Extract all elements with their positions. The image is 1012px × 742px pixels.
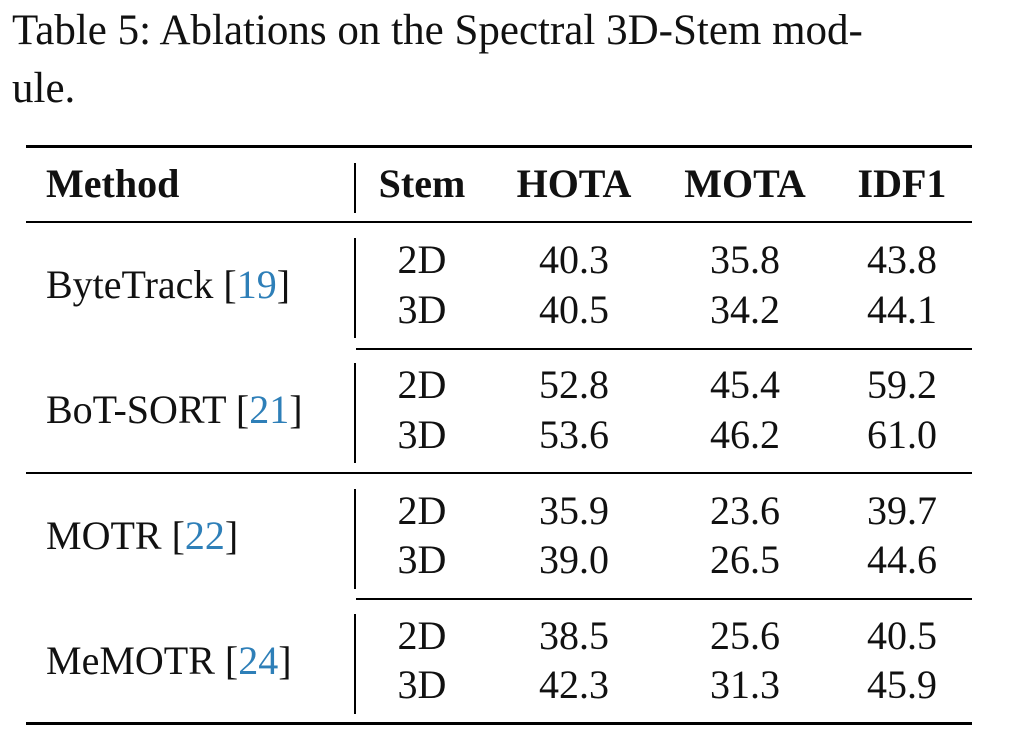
mota-cell: 46.2 bbox=[710, 412, 780, 457]
idf1-cell: 61.0 bbox=[867, 412, 937, 457]
idf1-cell: 40.5 bbox=[867, 613, 937, 658]
header-hota: HOTA bbox=[516, 161, 632, 206]
table-caption: Table 5: Ablations on the Spectral 3D-St… bbox=[12, 2, 1002, 118]
header-mota: MOTA bbox=[684, 161, 806, 206]
citation-link[interactable]: 21 bbox=[249, 387, 290, 432]
idf1-cell: 44.6 bbox=[867, 537, 937, 582]
caption-line-1: Table 5: Ablations on the Spectral 3D-St… bbox=[12, 7, 863, 54]
idf1-cell: 39.7 bbox=[867, 488, 937, 533]
stem-cell: 3D bbox=[397, 537, 447, 582]
hota-cell: 38.5 bbox=[539, 613, 609, 658]
method-name: BoT-SORT [21] bbox=[46, 387, 303, 432]
mota-cell: 26.5 bbox=[710, 537, 780, 582]
mota-cell: 34.2 bbox=[710, 287, 780, 332]
hota-cell: 42.3 bbox=[539, 662, 609, 707]
citation-link[interactable]: 22 bbox=[184, 513, 225, 558]
group-1-separator bbox=[354, 238, 356, 338]
citation-link[interactable]: 19 bbox=[236, 262, 277, 307]
stem-cell: 2D bbox=[397, 237, 447, 282]
stem-cell: 3D bbox=[397, 287, 447, 332]
method-name: MOTR [22] bbox=[46, 513, 239, 558]
hota-cell: 39.0 bbox=[539, 537, 609, 582]
stem-cell: 2D bbox=[397, 488, 447, 533]
mota-cell: 25.6 bbox=[710, 613, 780, 658]
bottom-rule bbox=[26, 722, 972, 725]
group-2-separator bbox=[354, 363, 356, 463]
stem-cell: 2D bbox=[397, 613, 447, 658]
mota-cell: 23.6 bbox=[710, 488, 780, 533]
idf1-cell: 59.2 bbox=[867, 362, 937, 407]
group-3-separator bbox=[354, 489, 356, 589]
stem-cell: 2D bbox=[397, 362, 447, 407]
top-rule bbox=[26, 145, 972, 148]
hota-cell: 53.6 bbox=[539, 412, 609, 457]
header-separator bbox=[354, 163, 356, 213]
mota-cell: 45.4 bbox=[710, 362, 780, 407]
idf1-cell: 45.9 bbox=[867, 662, 937, 707]
header-stem: Stem bbox=[378, 161, 466, 206]
mota-cell: 31.3 bbox=[710, 662, 780, 707]
group-4-separator bbox=[354, 614, 356, 714]
method-name: MeMOTR [24] bbox=[46, 638, 292, 683]
caption-line-2: ule. bbox=[12, 65, 76, 112]
midrule bbox=[26, 472, 972, 474]
method-name: ByteTrack [19] bbox=[46, 262, 291, 307]
mota-cell: 35.8 bbox=[710, 237, 780, 282]
stem-cell: 3D bbox=[397, 412, 447, 457]
hota-cell: 40.3 bbox=[539, 237, 609, 282]
citation-link[interactable]: 24 bbox=[238, 638, 279, 683]
header-idf1: IDF1 bbox=[857, 161, 947, 206]
group-3-rule bbox=[356, 598, 972, 600]
header-rule bbox=[26, 221, 972, 223]
idf1-cell: 43.8 bbox=[867, 237, 937, 282]
hota-cell: 52.8 bbox=[539, 362, 609, 407]
hota-cell: 40.5 bbox=[539, 287, 609, 332]
stem-cell: 3D bbox=[397, 662, 447, 707]
group-1-rule bbox=[356, 348, 972, 350]
idf1-cell: 44.1 bbox=[867, 287, 937, 332]
header-method: Method bbox=[46, 161, 180, 206]
hota-cell: 35.9 bbox=[539, 488, 609, 533]
